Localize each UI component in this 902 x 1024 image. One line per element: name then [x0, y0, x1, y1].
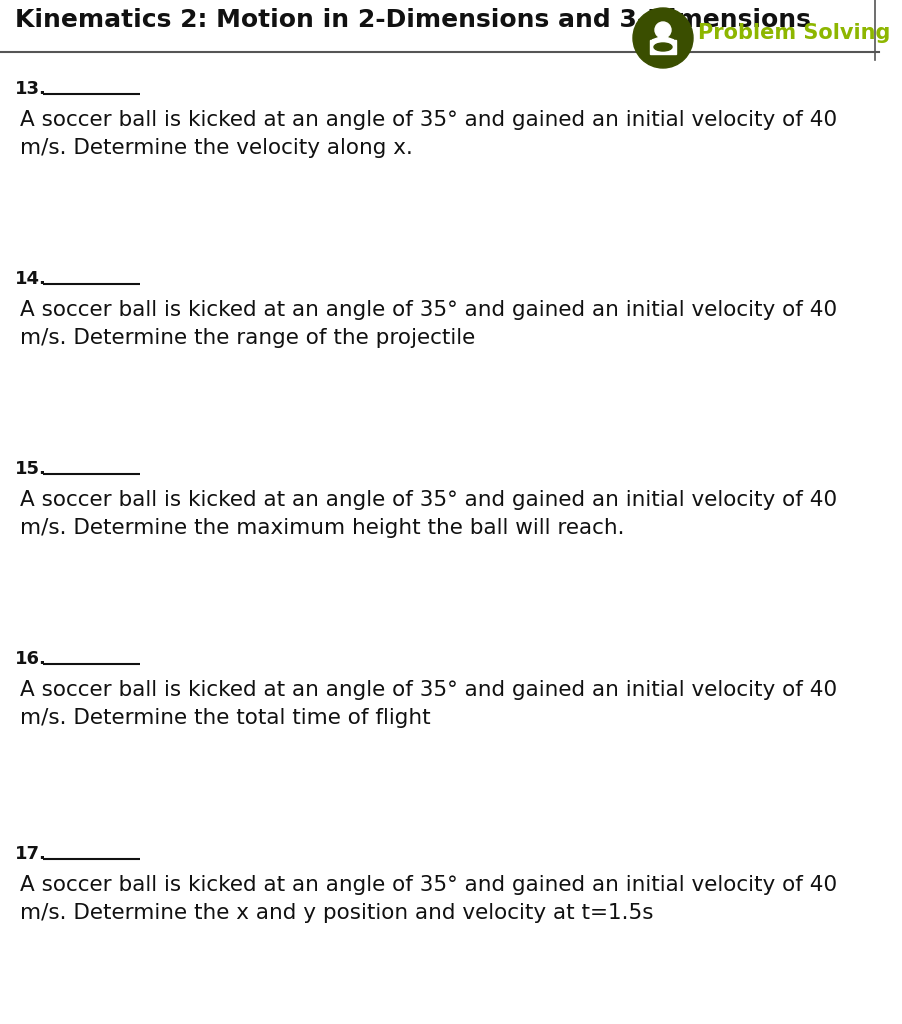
- Text: A soccer ball is kicked at an angle of 35° and gained an initial velocity of 40
: A soccer ball is kicked at an angle of 3…: [20, 490, 837, 538]
- Text: 13.: 13.: [15, 80, 47, 98]
- Text: A soccer ball is kicked at an angle of 35° and gained an initial velocity of 40
: A soccer ball is kicked at an angle of 3…: [20, 874, 837, 923]
- Text: A soccer ball is kicked at an angle of 35° and gained an initial velocity of 40
: A soccer ball is kicked at an angle of 3…: [20, 680, 837, 728]
- Text: 14.: 14.: [15, 270, 47, 288]
- Polygon shape: [652, 36, 674, 40]
- Text: Problem Solving: Problem Solving: [698, 23, 890, 43]
- Text: 17.: 17.: [15, 845, 47, 863]
- Text: Kinematics 2: Motion in 2-Dimensions and 3-Dimensions: Kinematics 2: Motion in 2-Dimensions and…: [15, 8, 811, 32]
- Text: 16.: 16.: [15, 650, 47, 668]
- Circle shape: [633, 8, 693, 68]
- Text: A soccer ball is kicked at an angle of 35° and gained an initial velocity of 40
: A soccer ball is kicked at an angle of 3…: [20, 110, 837, 158]
- Text: A soccer ball is kicked at an angle of 35° and gained an initial velocity of 40
: A soccer ball is kicked at an angle of 3…: [20, 300, 837, 348]
- Ellipse shape: [654, 43, 672, 51]
- Text: 15.: 15.: [15, 460, 47, 478]
- Bar: [650, 40, 676, 54]
- Circle shape: [655, 22, 671, 38]
